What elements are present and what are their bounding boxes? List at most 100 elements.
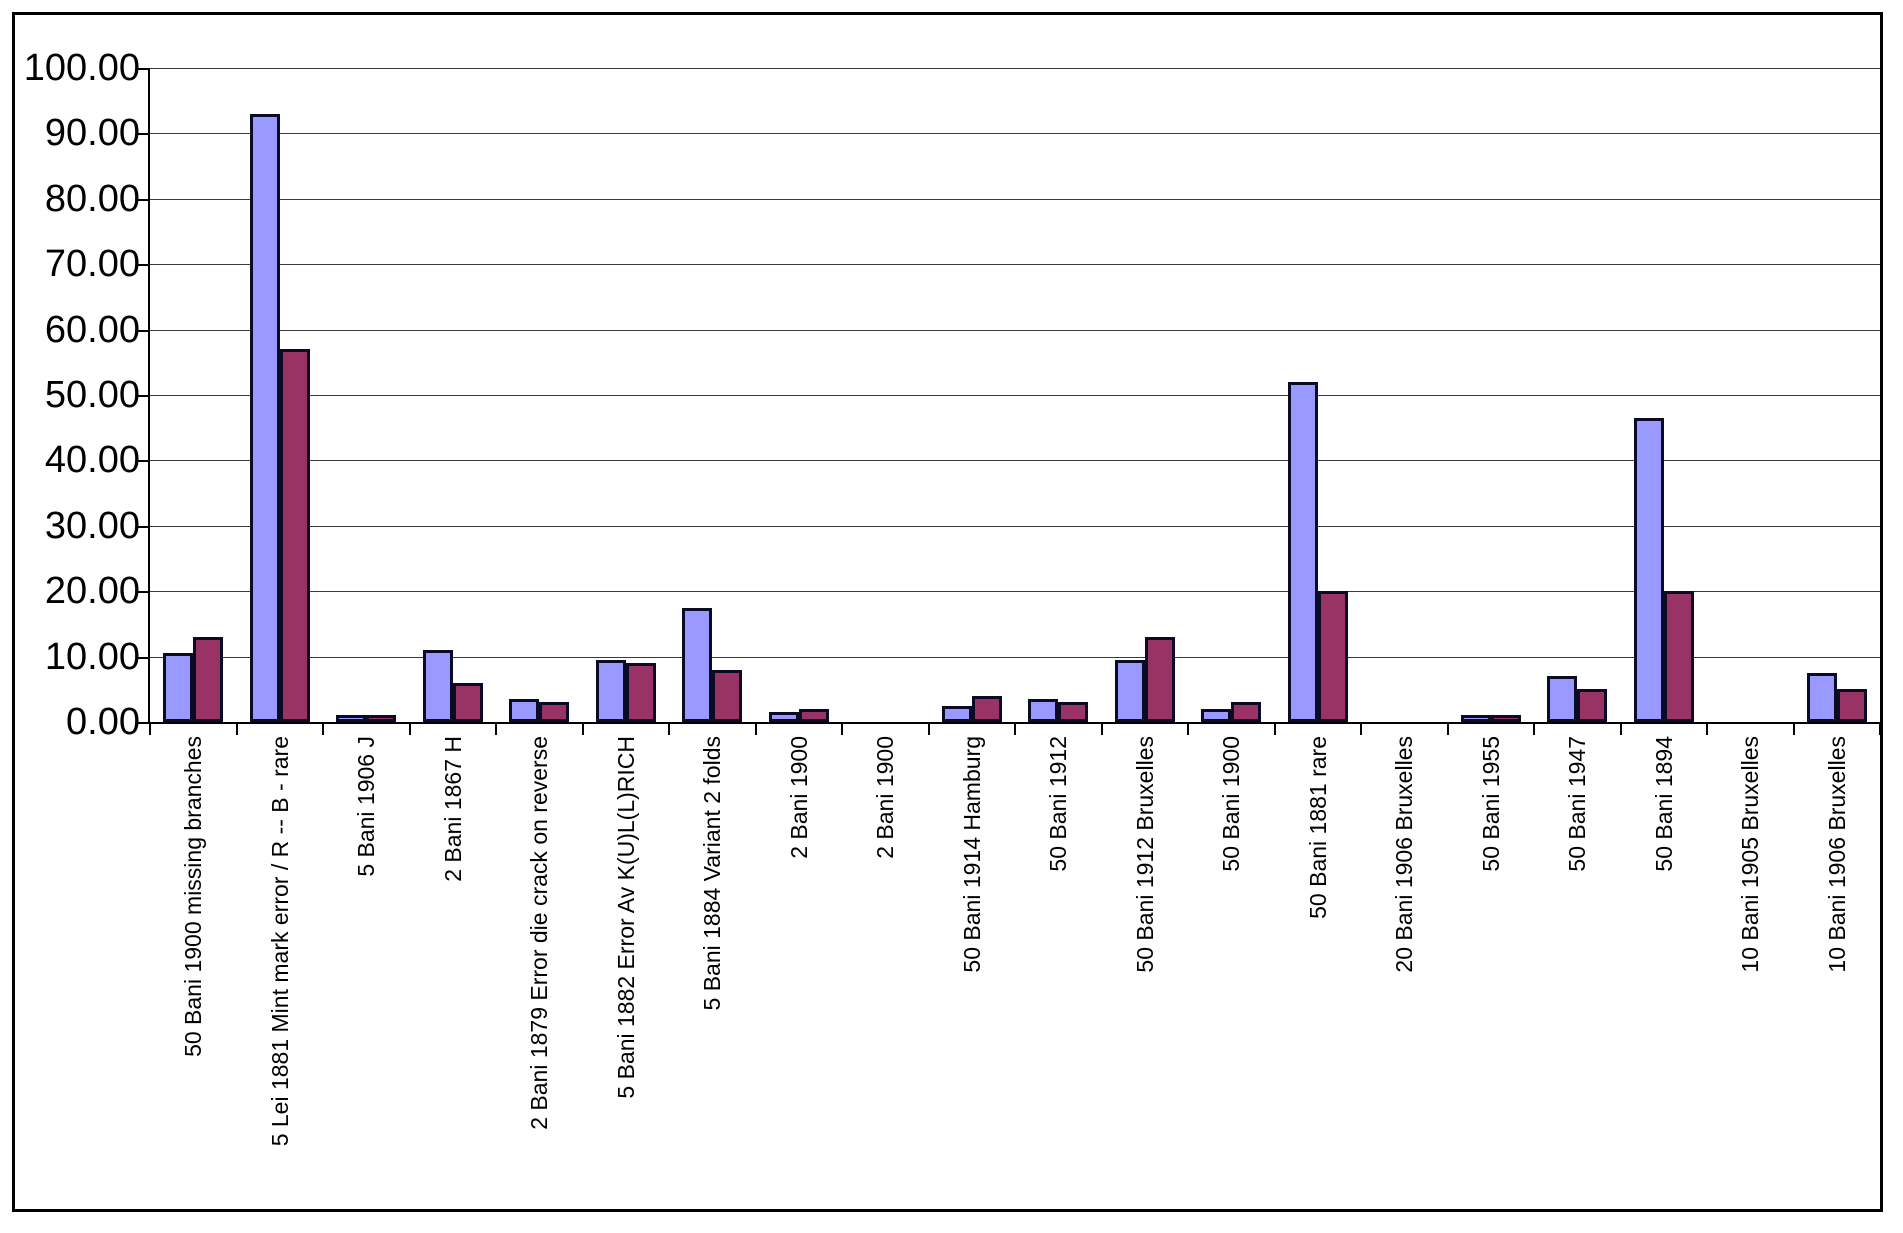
y-axis-tick (136, 199, 150, 201)
y-axis-tick (136, 460, 150, 462)
bar-maroon (1577, 689, 1607, 722)
bar-maroon (366, 715, 396, 722)
bar-maroon (539, 702, 569, 722)
category-label: 50 Bani 1955 (1478, 736, 1504, 872)
bar-purple (423, 650, 453, 722)
y-axis-tick (136, 68, 150, 70)
x-axis-tick (1447, 722, 1449, 735)
x-axis-tick (322, 722, 324, 735)
bar-maroon (1318, 591, 1348, 722)
bar-maroon (799, 709, 829, 722)
y-axis-tick (136, 722, 150, 724)
category-label: 50 Bani 1900 missing branches (180, 736, 206, 1057)
category-label: 10 Bani 1906 Bruxelles (1824, 736, 1850, 973)
y-axis-label: 10.00 (44, 636, 140, 678)
bar-purple (1807, 673, 1837, 722)
x-axis-tick (668, 722, 670, 735)
bar-purple (1288, 382, 1318, 722)
x-axis-tick (1620, 722, 1622, 735)
x-axis-tick (1014, 722, 1016, 735)
category-label: 50 Bani 1947 (1564, 736, 1590, 872)
category-label: 2 Bani 1867 H (440, 736, 466, 882)
y-axis-label: 80.00 (44, 178, 140, 220)
gridline (150, 657, 1880, 658)
y-axis-label: 90.00 (44, 112, 140, 154)
category-label: 5 Bani 1884 Variant 2 folds (699, 736, 725, 1011)
category-label: 2 Bani 1900 (786, 736, 812, 859)
bar-maroon (1491, 715, 1521, 722)
x-axis-tick (1793, 722, 1795, 735)
bar-maroon (1058, 702, 1088, 722)
category-label: 5 Lei 1881 Mint mark error / R -- B - ra… (267, 736, 293, 1147)
category-label: 20 Bani 1906 Bruxelles (1391, 736, 1417, 973)
y-axis-label: 0.00 (66, 701, 140, 743)
category-label: 5 Bani 1882 Error Av K(U)L(L)RICH (613, 736, 639, 1099)
x-axis-tick (755, 722, 757, 735)
y-axis-label: 70.00 (44, 243, 140, 285)
x-axis-tick (1879, 722, 1881, 735)
y-axis-tick (136, 526, 150, 528)
x-axis-tick (495, 722, 497, 735)
bar-purple (682, 608, 712, 722)
x-axis-tick (841, 722, 843, 735)
y-axis-tick (136, 133, 150, 135)
bar-purple (596, 660, 626, 722)
x-axis-tick (1274, 722, 1276, 735)
x-axis-tick (1706, 722, 1708, 735)
bar-purple (1115, 660, 1145, 722)
bar-maroon (626, 663, 656, 722)
y-axis-label: 30.00 (44, 505, 140, 547)
bar-purple (942, 706, 972, 722)
x-axis-tick (236, 722, 238, 735)
bar-purple (1201, 709, 1231, 722)
x-axis-tick (928, 722, 930, 735)
bar-maroon (972, 696, 1002, 722)
bar-purple (1547, 676, 1577, 722)
bar-maroon (712, 670, 742, 722)
bar-maroon (193, 637, 223, 722)
category-label: 2 Bani 1879 Error die crack on reverse (526, 736, 552, 1130)
category-label: 50 Bani 1881 rare (1305, 736, 1331, 919)
y-axis-label: 40.00 (44, 439, 140, 481)
x-axis-tick (1101, 722, 1103, 735)
x-axis-tick (582, 722, 584, 735)
bar-purple (1634, 418, 1664, 722)
bar-purple (509, 699, 539, 722)
chart-frame (12, 12, 1883, 1212)
x-axis-tick (1187, 722, 1189, 735)
x-axis-tick (149, 722, 151, 735)
bar-maroon (1145, 637, 1175, 722)
gridline (150, 460, 1880, 461)
bar-purple (1461, 715, 1491, 722)
x-axis-tick (1360, 722, 1362, 735)
category-label: 50 Bani 1912 Bruxelles (1132, 736, 1158, 973)
y-axis-label: 50.00 (44, 374, 140, 416)
gridline (150, 264, 1880, 265)
y-axis-tick (136, 330, 150, 332)
y-axis-label: 60.00 (44, 309, 140, 351)
x-axis-tick (409, 722, 411, 735)
bar-maroon (280, 349, 310, 722)
gridline (150, 330, 1880, 331)
gridline (150, 395, 1880, 396)
category-label: 50 Bani 1900 (1218, 736, 1244, 872)
gridline (150, 591, 1880, 592)
y-axis-label: 20.00 (44, 570, 140, 612)
bar-purple (336, 715, 366, 722)
category-label: 50 Bani 1894 (1651, 736, 1677, 872)
bar-maroon (1231, 702, 1261, 722)
y-axis (148, 68, 150, 724)
gridline (150, 68, 1880, 69)
bar-maroon (1837, 689, 1867, 722)
y-axis-tick (136, 264, 150, 266)
category-label: 50 Bani 1912 (1045, 736, 1071, 872)
y-axis-tick (136, 395, 150, 397)
category-label: 50 Bani 1914 Hamburg (959, 736, 985, 973)
gridline (150, 133, 1880, 134)
y-axis-tick (136, 657, 150, 659)
bar-maroon (1664, 591, 1694, 722)
gridline (150, 199, 1880, 200)
bar-purple (769, 712, 799, 722)
gridline (150, 526, 1880, 527)
y-axis-label: 100.00 (23, 47, 140, 89)
